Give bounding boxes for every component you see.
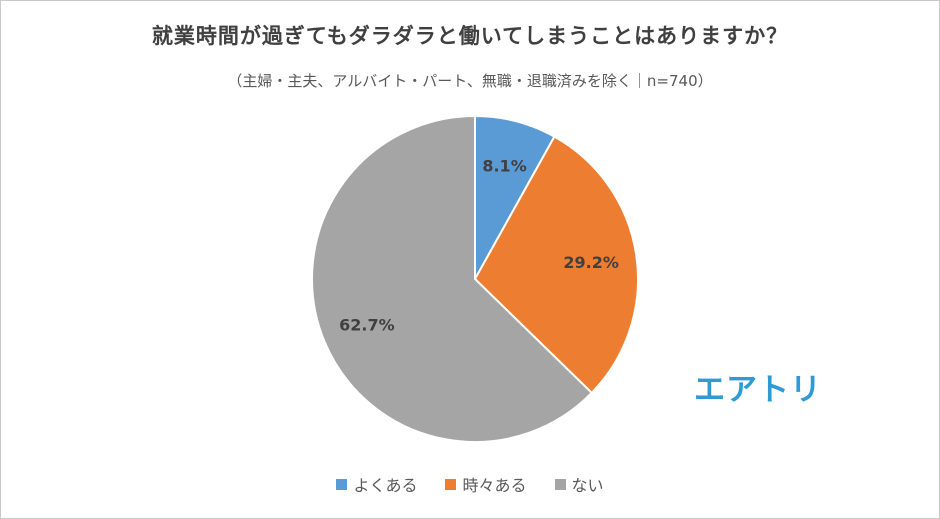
legend-swatch <box>336 478 348 490</box>
legend-item-sometimes: 時々ある <box>445 472 527 496</box>
legend-item-never: ない <box>554 472 604 496</box>
legend-swatch <box>445 478 457 490</box>
legend-label: 時々ある <box>462 476 527 495</box>
chart-title: 就業時間が過ぎてもダラダラと働いてしまうことはありますか？ <box>151 24 789 48</box>
legend-swatch <box>554 478 566 490</box>
data-label-sometimes: 29.2% <box>563 253 619 272</box>
legend-label: ない <box>571 476 604 495</box>
chart-legend: よくある 時々ある ない <box>0 472 940 496</box>
airtrip-logo: エアトリ <box>694 372 822 408</box>
data-label-often: 8.1% <box>482 156 526 175</box>
pie-slice-sometimes <box>473 135 639 395</box>
legend-item-often: よくある <box>336 472 417 496</box>
data-label-never: 62.7% <box>339 316 395 335</box>
legend-label: よくある <box>353 476 418 495</box>
pie-slice-never <box>311 114 594 443</box>
chart-subtitle: （主婦・主夫、アルバイト・パート、無職・退職済みを除く｜n=740） <box>227 72 713 90</box>
